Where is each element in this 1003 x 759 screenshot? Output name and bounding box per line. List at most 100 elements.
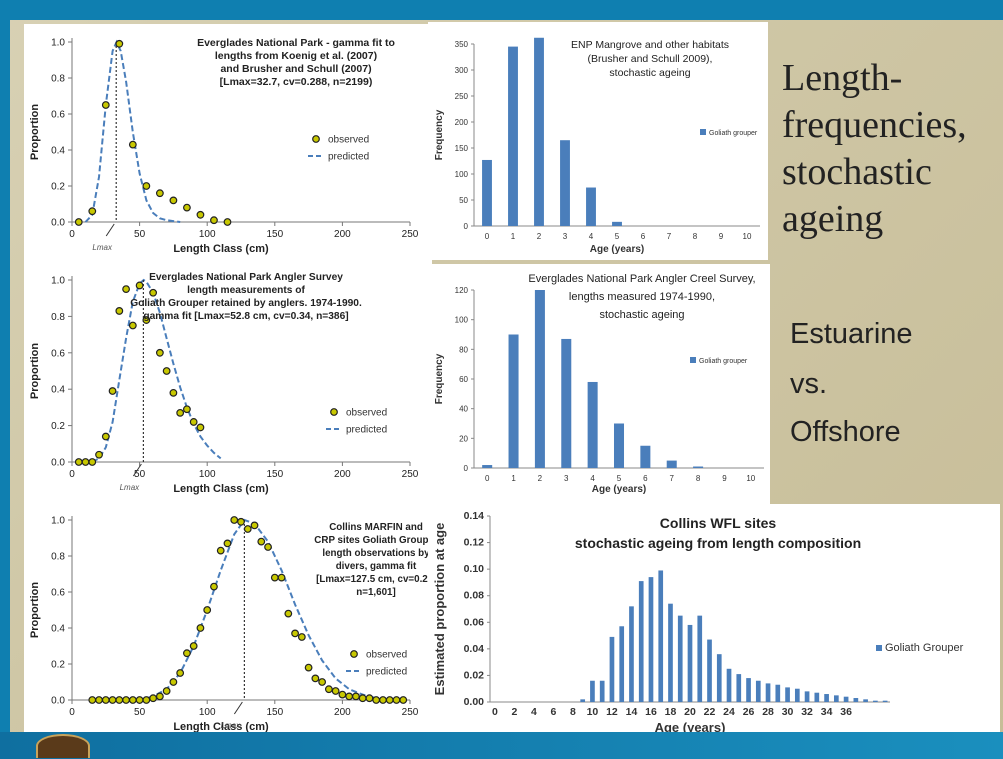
slide-title-line: ageing [782,198,884,240]
observed-point [176,408,185,417]
x-tick-label: 28 [762,706,774,718]
x-tick-label: 0 [69,707,75,718]
chart-enp-gamma-fit: 0.0 0.2 0.4 0.6 0.8 1.0 0 50 100 150 200 250 Length … [29,37,419,255]
bar-26 [746,678,751,702]
x-tick-label: 8 [570,706,576,718]
bar-5 [613,423,625,468]
bar-10 [590,680,595,702]
y-tick-label: 1.0 [51,516,65,527]
y-tick-label: 200 [455,118,469,127]
bar-16 [648,577,654,702]
x-tick-label: 150 [266,229,283,240]
bar-14 [629,606,634,702]
bar-4 [586,187,596,226]
panel-enp-angler-survey: 0.0 0.2 0.4 0.6 0.8 1.0 0 50 100 150 200 250 Length … [24,266,432,504]
bar-3 [560,140,570,226]
y-tick-label: 60 [459,375,468,384]
observed-point [183,405,191,414]
bar-33 [814,692,820,702]
chart-title-line: Goliath Grouper retained by anglers. 197… [130,298,362,309]
y-tick-label: 20 [459,434,468,443]
bar-34 [824,694,829,702]
bar-24 [726,668,732,702]
observed-point [169,388,178,397]
y-tick-label: 0.2 [51,660,65,671]
observed-point [331,687,340,695]
observed-point [237,517,245,526]
x-tick-label: 250 [402,469,419,480]
left-frame-bar [0,0,10,759]
observed-point [162,687,171,695]
y-tick-label: 150 [455,144,469,153]
x-tick-label: 6 [641,232,646,241]
x-tick-label: 10 [743,232,752,241]
label-offshore: Offshore [790,416,901,448]
bar-1 [508,334,519,468]
y-tick-label: 0.12 [464,537,485,549]
lmax-arrow [132,463,142,477]
observed-point [216,546,225,555]
slide-title: Length- frequencies, stochastic ageing [782,55,997,243]
x-tick-label: 0 [69,469,75,480]
chart-title-line: [Lmax=127.5 cm, cv=0.21, [316,574,432,585]
chart-enp-mangrove: 0 50 100 150 200 250 300 350 0 1 2 3 4 5 6 7 8 9 10 Age (ye… [434,37,760,255]
chart-collins-wfl: 0.000.020.040.060.080.100.120.140 2 4 6 8 10 1… [432,510,964,735]
observed-point [318,678,327,686]
chart-title-line: n=1,601] [356,587,395,598]
bar-21 [697,615,703,702]
observed-point [122,696,130,704]
chart-title-line: [Lmax=32.7, cv=0.288, n=2199) [220,76,373,88]
legend-predicted-label: predicted [346,425,387,436]
chart-title-line: Everglades National Park - gamma fit to [197,37,395,49]
observed-point [81,458,90,466]
bar-38 [863,699,868,702]
chart-title-line: lengths from Koenig et al. (2007) [215,50,377,62]
observed-point [345,692,354,701]
y-tick-label: 100 [455,170,469,179]
x-tick-label: 250 [402,707,419,718]
slide-title-line: frequencies, [782,104,967,146]
observed-point [291,629,299,638]
x-tick-label: 18 [665,706,677,718]
observed-point [284,609,293,618]
bar-22 [707,639,712,702]
observed-point [210,216,218,225]
bar-4 [587,381,598,468]
lmax-arrow [233,701,243,715]
y-tick-label: 0.8 [51,552,65,563]
bar-3 [561,338,572,468]
observed-point [352,692,360,701]
y-tick-label: 0.06 [464,616,485,628]
lmax-arrow [105,223,115,237]
chart-title-line: ENP Mangrove and other habitats [571,39,729,51]
observed-point [250,521,259,530]
observed-point [88,458,97,466]
y-tick-label: 0.14 [464,510,485,522]
observed-point [122,285,130,294]
x-tick-label: 2 [537,232,542,241]
observed-point [135,281,144,290]
x-tick-label: 100 [199,707,216,718]
y-tick-label: 0.08 [464,590,485,602]
observed-point [135,696,144,704]
observed-point [115,307,124,315]
x-tick-label: 1 [511,232,516,241]
bar-35 [834,695,839,702]
legend-observed-label: observed [366,650,407,661]
bar-25 [736,674,742,702]
x-tick-label: 6 [550,706,556,718]
y-tick-label: 0.00 [464,696,485,708]
y-tick-label: 0.8 [51,312,65,323]
bar-1 [508,46,518,226]
x-tick-label: 34 [821,706,833,718]
bar-0 [482,465,493,468]
y-axis-label: Frequency [434,109,445,160]
chart-title-line: (Brusher and Schull 2009), [588,53,713,65]
observed-point [189,642,198,650]
bar-40 [882,700,888,702]
legend-predicted-label: predicted [328,152,369,163]
observed-point [338,690,347,699]
observed-point [176,669,185,677]
x-axis-label: Length Class (cm) [173,721,269,733]
observed-point [183,203,191,212]
